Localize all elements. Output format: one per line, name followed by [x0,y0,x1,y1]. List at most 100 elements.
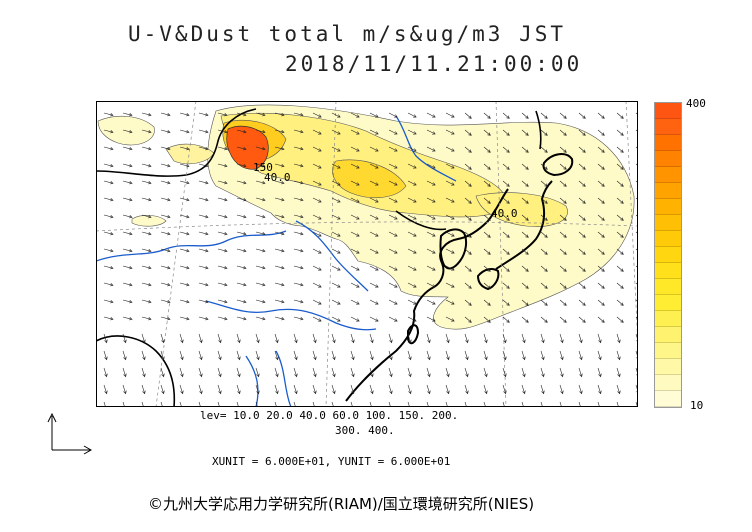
wind-arrow [559,129,567,136]
wind-arrow [312,299,322,305]
wind-arrow [274,248,285,252]
wind-arrow [198,350,202,360]
wind-arrow [274,112,285,116]
wind-arrow [217,333,221,343]
wind-arrow-head [337,216,341,220]
colorbar-swatch [655,215,681,231]
map-frame [96,101,638,407]
wind-arrow-head [563,115,567,119]
colorbar-swatch [655,199,681,215]
wind-arrow-head [484,390,488,395]
wind-arrow [521,265,529,272]
wind-arrow-head [413,301,417,305]
korea-peninsula [439,228,468,270]
wind-arrow [483,248,491,255]
wind-arrow [540,282,548,289]
border-west [96,335,176,407]
wind-arrow [122,282,133,286]
wind-arrow-head [451,233,455,237]
wind-arrow-head [262,299,266,304]
wind-arrow [369,350,373,360]
wind-arrow-head [142,356,146,361]
wind-arrow [255,248,266,252]
wind-arrow-head [161,390,165,395]
wind-arrow-head [167,316,171,321]
wind-arrow-head [356,216,360,220]
wind-arrow-head [110,265,114,270]
wind-arrow [616,316,624,323]
wind-arrow-head [375,182,379,186]
wind-arrow [388,231,398,237]
wind-arrow-head [262,231,266,236]
wind-arrow-head [256,339,260,344]
wind-arrow-head [582,285,586,289]
wind-arrow-head [468,166,472,170]
wind-arrow [274,163,285,167]
wind-arrow [293,248,304,252]
wind-arrow [312,180,322,186]
wind-arrow-head [237,356,241,361]
wind-arrow-head [579,356,583,361]
wind-arrow [179,214,190,218]
wind-arrow-head [563,234,567,238]
wind-arrow [331,384,335,394]
wind-arrow-head [186,112,190,117]
wind-arrow-head [167,231,171,236]
wind-arrow-head [243,248,247,253]
wind-arrow [293,350,297,360]
wind-arrow-head [205,316,209,321]
wind-arrow-head [318,250,322,254]
wind-arrow [369,384,373,394]
wind-arrow-head [506,268,510,272]
wind-arrow [312,146,322,152]
wind-arrow [597,163,605,170]
wind-arrow-head [522,339,526,344]
wind-arrow-head [110,129,114,134]
wind-arrow-head [408,390,412,395]
river-1 [96,230,287,262]
wind-arrow [578,180,586,187]
wind-arrow [540,231,548,238]
wind-arrow [464,197,472,204]
wind-arrow [274,146,285,150]
wind-arrow [274,197,285,201]
wind-arrow [217,299,228,303]
wind-arrow [274,316,285,320]
wind-arrow-head [506,285,510,289]
wind-arrow [141,129,152,133]
wind-arrow-head [337,233,341,237]
wind-arrow [597,333,601,343]
wind-arrow-head [180,339,184,344]
wind-arrow-head [318,199,322,203]
wind-arrow [350,299,360,305]
wind-arrow [578,146,586,153]
wind-arrow [217,265,228,269]
wind-arrow-head [281,197,285,202]
wind-arrow [160,299,171,303]
wind-arrow-head [487,319,491,323]
wind-arrow [540,180,548,187]
wind-arrow-head [110,282,114,287]
wind-arrow-head [617,356,621,361]
wind-arrow-head [620,302,624,306]
wind-arrow [597,112,605,119]
wind-arrow-head [394,131,398,135]
wind-arrow [350,112,360,118]
wind-arrow [350,282,360,288]
wind-arrow-head [281,129,285,134]
wind-arrow [141,384,145,394]
wind-arrow-head [375,267,379,271]
wind-arrow [236,214,247,218]
wind-arrow-head [563,319,567,323]
wind-arrow-head [465,356,469,361]
wind-arrow [616,180,624,187]
wind-arrow-head [205,231,209,236]
wind-arrow-head [394,250,398,254]
wind-arrow-head [451,148,455,152]
wind-arrow-head [432,267,436,271]
wind-arrow-head [205,146,209,151]
wind-arrow-head [218,390,222,395]
wind-arrow [616,214,624,221]
wind-arrow-head [224,163,228,168]
wind-arrow [198,282,209,286]
